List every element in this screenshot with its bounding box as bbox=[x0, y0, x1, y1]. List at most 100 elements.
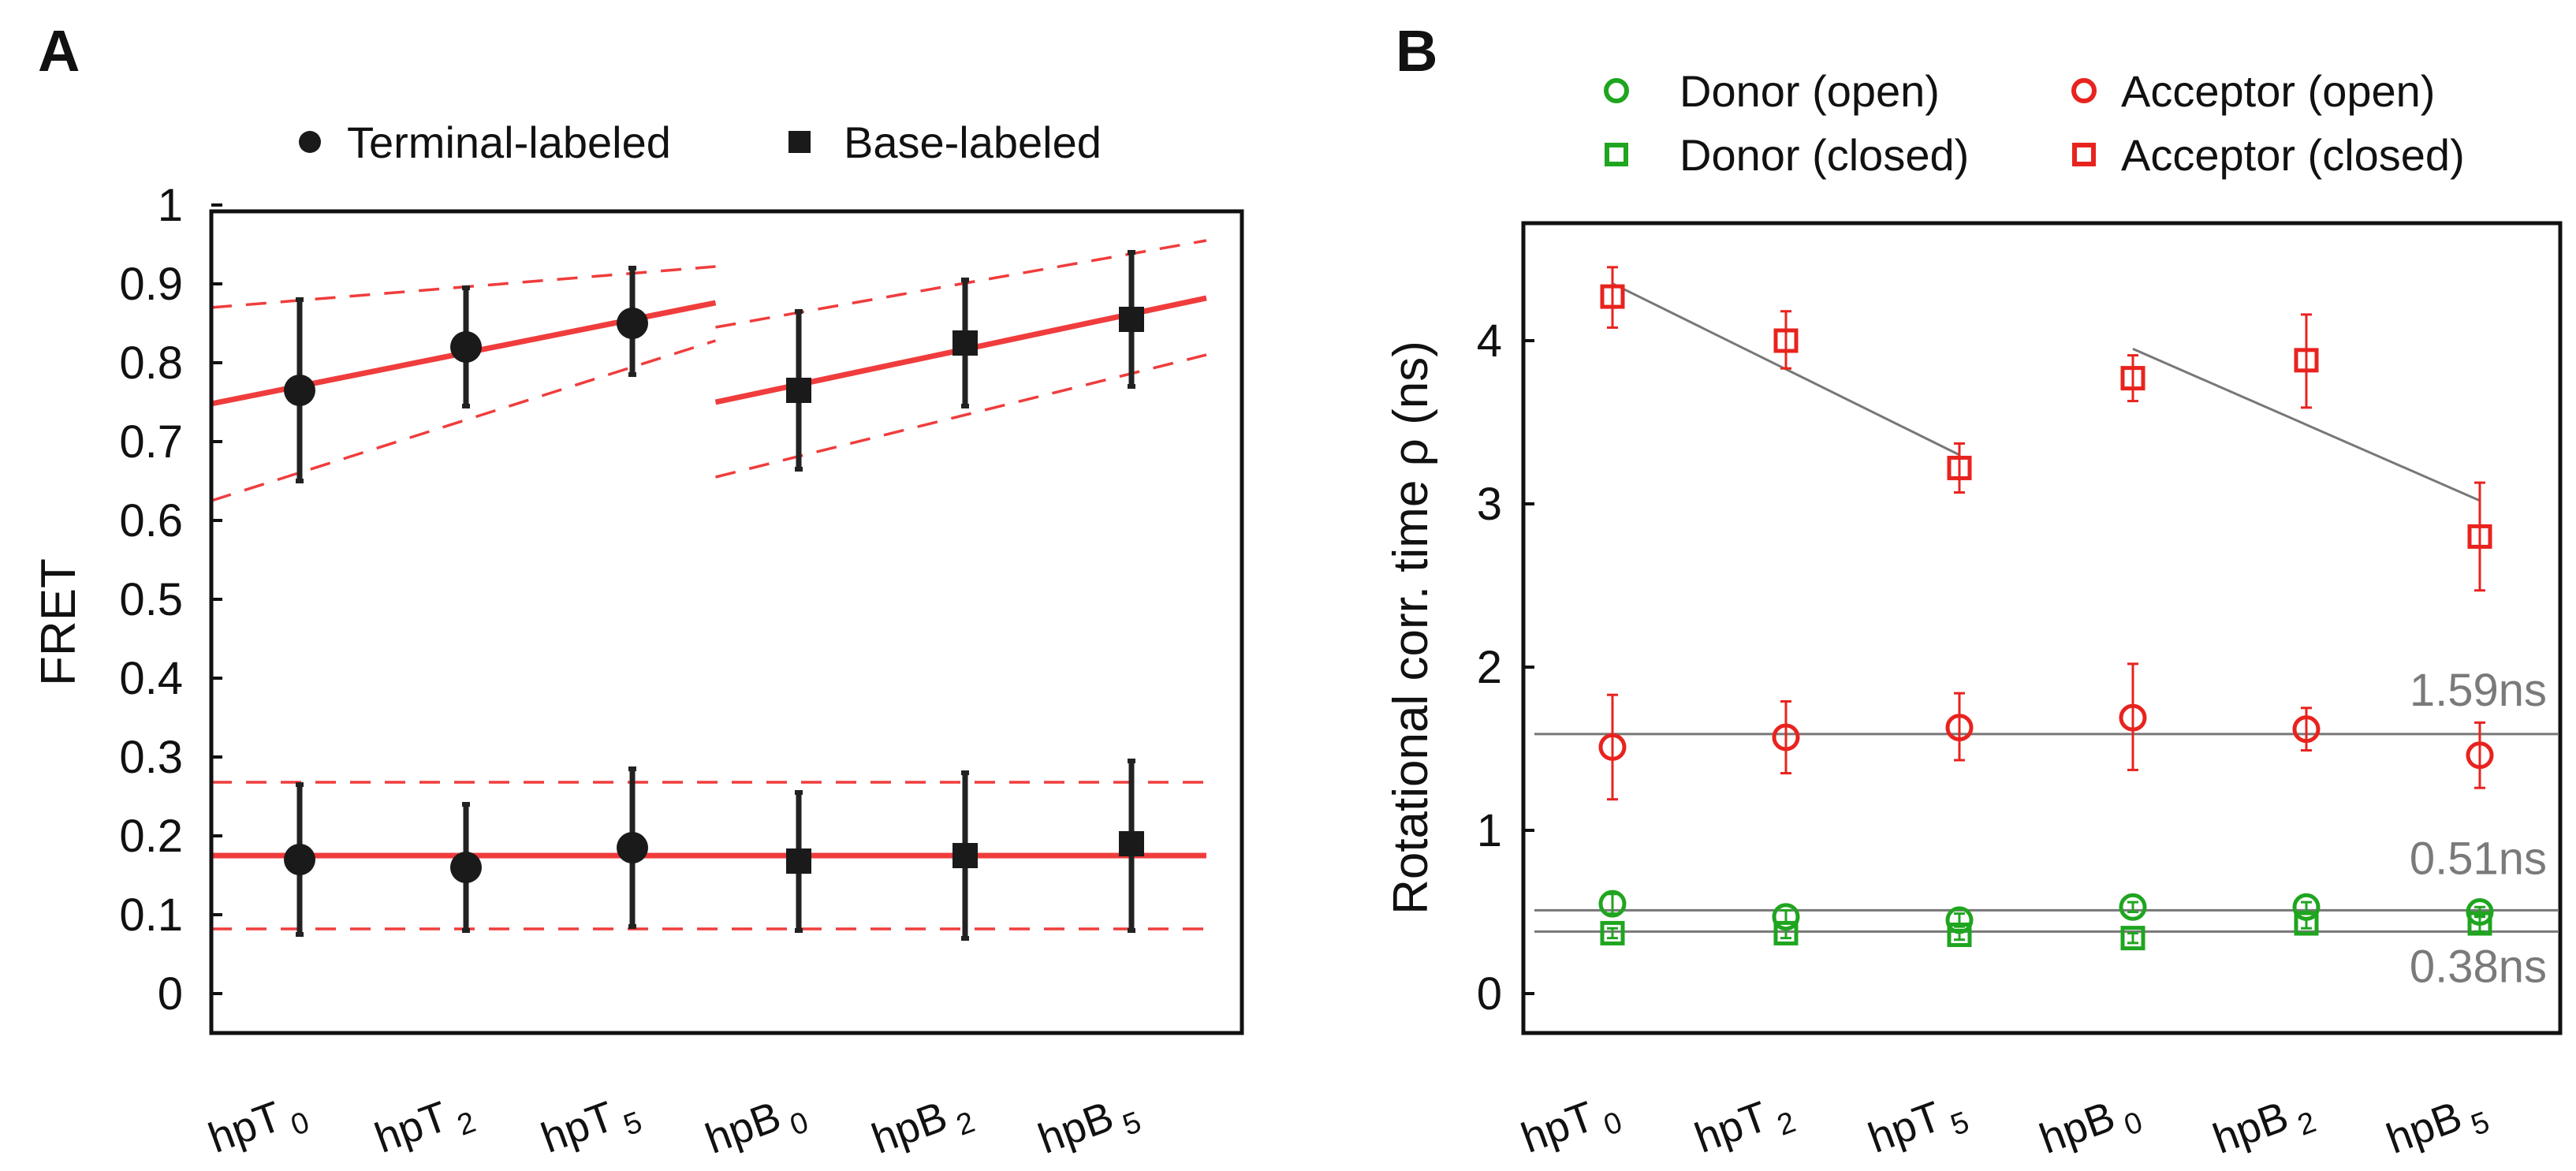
legend-terminal-marker bbox=[299, 131, 321, 153]
panel-b-chart: Donor (open) Acceptor (open) Donor (clos… bbox=[1384, 66, 2563, 1171]
legend-acceptor-closed-label: Acceptor (closed) bbox=[2121, 130, 2465, 180]
y-tick-label: 0.2 bbox=[119, 811, 183, 862]
x-tick-label: hpT0 bbox=[1515, 1084, 1627, 1170]
data-point-base bbox=[952, 843, 978, 868]
legend-base-label: Base-labeled bbox=[844, 117, 1102, 167]
data-point-acceptor-open bbox=[1772, 723, 1800, 751]
panel-a-fit-lines bbox=[211, 239, 1207, 930]
data-point-donor-closed bbox=[1947, 922, 1972, 947]
data-point-terminal bbox=[284, 844, 315, 875]
data-point-acceptor-closed bbox=[2467, 524, 2492, 549]
x-tick-label: hpT2 bbox=[369, 1084, 480, 1170]
x-tick-label: hpT5 bbox=[535, 1084, 647, 1170]
fit-line-1 bbox=[2132, 347, 2481, 502]
data-point-acceptor-closed bbox=[1600, 284, 1625, 309]
y-tick-label: 1 bbox=[158, 180, 183, 231]
data-point-donor-open bbox=[2292, 893, 2321, 921]
panel-b-x-ticks: hpT0 hpT2 hpT5 hpB0 hpB2 hpB5 bbox=[1515, 1084, 2494, 1171]
x-tick-label: hpB5 bbox=[1032, 1084, 1146, 1171]
data-point-base bbox=[952, 330, 978, 356]
y-tick-label: 0 bbox=[158, 968, 183, 1020]
legend-donor-open-label: Donor (open) bbox=[1679, 66, 1940, 116]
data-point-terminal bbox=[284, 375, 315, 406]
data-point-donor-closed bbox=[1600, 920, 1625, 945]
panel-b-annotations: 1.59ns 0.51ns 0.38ns bbox=[2410, 665, 2547, 992]
x-tick-label: hpB2 bbox=[2207, 1084, 2321, 1171]
legend-donor-open-marker bbox=[1604, 78, 1629, 103]
data-point-donor-closed bbox=[2294, 911, 2319, 936]
data-point-donor-closed bbox=[2120, 926, 2145, 951]
data-point-acceptor-open bbox=[2466, 741, 2494, 770]
data-point-donor-open bbox=[1772, 903, 1800, 931]
data-point-donor-open bbox=[1945, 906, 1974, 934]
panel-a-x-ticks: hpT0 hpT2 hpT5 hpB0 hpB2 hpB5 bbox=[203, 1084, 1146, 1171]
panel-a-legend: Terminal-labeled Base-labeled bbox=[299, 117, 1102, 167]
x-tick-label: hpT0 bbox=[203, 1084, 314, 1170]
y-tick-label: 0.1 bbox=[119, 889, 183, 941]
panel-b-legend: Donor (open) Acceptor (open) Donor (clos… bbox=[1604, 66, 2465, 180]
data-point-donor-closed bbox=[1773, 920, 1799, 945]
panel-a-chart: Terminal-labeled Base-labeled 0 0.1 0.2 0.3… bbox=[32, 117, 1244, 1171]
data-point-acceptor-closed bbox=[2120, 366, 2145, 391]
data-point-terminal bbox=[450, 852, 482, 883]
panel-b-fit-lines bbox=[1534, 282, 2558, 933]
y-tick-label: 2 bbox=[1477, 642, 1502, 693]
y-tick-label: 0.6 bbox=[119, 495, 183, 546]
legend-acceptor-open-marker bbox=[2071, 78, 2097, 103]
x-tick-label: hpB0 bbox=[699, 1084, 813, 1171]
panel-a-y-ticks: 0 0.1 0.2 0.3 0.4 0.5 0.6 0.7 0.8 0.9 1 bbox=[119, 180, 222, 1020]
y-tick-label: 0.7 bbox=[119, 416, 183, 468]
data-point-base bbox=[1119, 831, 1144, 856]
data-point-acceptor-closed bbox=[1947, 455, 1972, 480]
y-tick-label: 0 bbox=[1477, 968, 1502, 1020]
x-tick-label: hpB0 bbox=[2034, 1084, 2147, 1171]
fit-value-annotation: 0.51ns bbox=[2410, 833, 2547, 884]
panel-a-frame bbox=[209, 209, 1244, 1035]
y-tick-label: 4 bbox=[1477, 315, 1502, 367]
x-tick-label: hpT5 bbox=[1862, 1084, 1974, 1170]
data-point-acceptor-closed bbox=[1773, 328, 1799, 353]
y-tick-label: 0.3 bbox=[119, 732, 183, 783]
legend-acceptor-closed-marker bbox=[2072, 143, 2096, 166]
panel-a-points bbox=[284, 307, 1144, 883]
legend-terminal-label: Terminal-labeled bbox=[347, 117, 671, 167]
fit-value-annotation: 1.59ns bbox=[2410, 665, 2547, 716]
data-point-terminal bbox=[450, 331, 482, 363]
y-tick-label: 1 bbox=[1477, 805, 1502, 856]
legend-donor-closed-marker bbox=[1605, 143, 1628, 166]
panel-a-error-bars bbox=[296, 250, 1135, 941]
panel-a-y-label: FRET bbox=[32, 558, 86, 686]
panel-b-y-ticks: 0 1 2 3 4 bbox=[1477, 315, 1534, 1020]
data-point-acceptor-open bbox=[1598, 733, 1627, 761]
panel-b-label: B bbox=[1396, 18, 1437, 84]
y-tick-label: 0.5 bbox=[119, 574, 183, 625]
data-point-base bbox=[786, 378, 811, 403]
y-tick-label: 0.9 bbox=[119, 259, 183, 310]
data-point-acceptor-open bbox=[1945, 714, 1974, 742]
data-point-base bbox=[786, 848, 811, 874]
data-point-acceptor-closed bbox=[2294, 348, 2319, 373]
confidence-line-3 bbox=[211, 339, 717, 502]
legend-donor-closed-label: Donor (closed) bbox=[1679, 130, 1969, 180]
fit-value-annotation: 0.38ns bbox=[2410, 941, 2547, 992]
legend-base-marker bbox=[788, 131, 811, 153]
data-point-donor-open bbox=[2119, 893, 2147, 921]
legend-acceptor-open-label: Acceptor (open) bbox=[2121, 66, 2435, 116]
y-tick-label: 3 bbox=[1477, 479, 1502, 530]
data-point-acceptor-open bbox=[2292, 715, 2321, 744]
data-point-terminal bbox=[617, 832, 648, 863]
data-point-donor-closed bbox=[2467, 911, 2492, 936]
data-point-base bbox=[1119, 307, 1144, 332]
data-point-acceptor-open bbox=[2119, 703, 2147, 732]
panel-b-points bbox=[1598, 284, 2494, 951]
panel-b-frame bbox=[1521, 221, 2563, 1035]
y-tick-label: 0.4 bbox=[119, 653, 183, 704]
data-point-donor-open bbox=[1598, 889, 1627, 918]
data-point-terminal bbox=[617, 308, 648, 339]
y-tick-label: 0.8 bbox=[119, 338, 183, 389]
panel-b-error-bars bbox=[1607, 266, 2485, 945]
x-tick-label: hpT2 bbox=[1689, 1084, 1800, 1170]
panel-a-label: A bbox=[38, 18, 80, 84]
x-tick-label: hpB5 bbox=[2380, 1084, 2494, 1171]
